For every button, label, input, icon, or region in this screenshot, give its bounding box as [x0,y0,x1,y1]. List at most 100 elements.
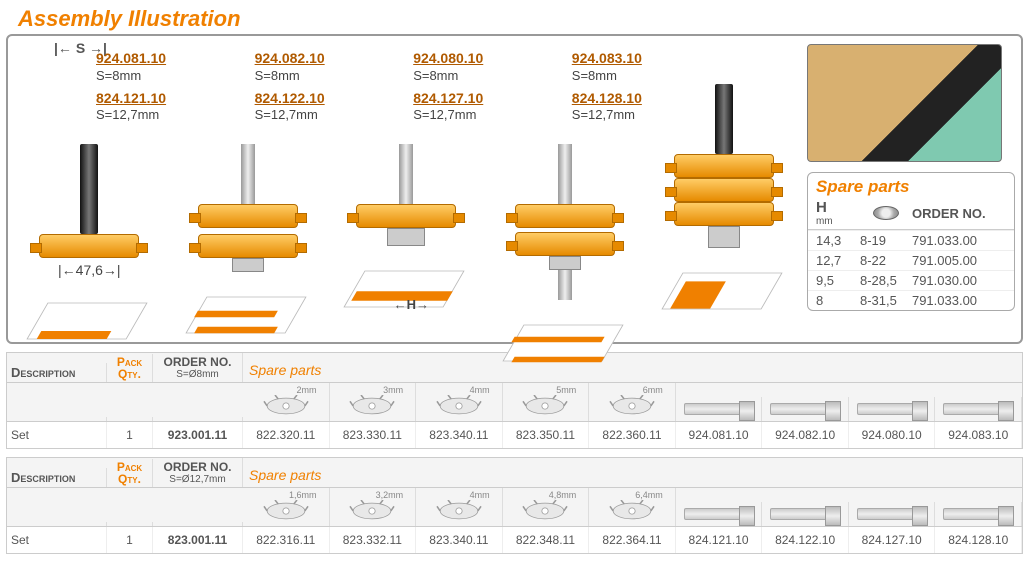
cut-profile [188,286,308,350]
table-header: DescriptionPackQty.ORDER NO.S=Ø12,7mmSpa… [6,457,1023,488]
shank-icon-cell [676,397,763,421]
shank-graphic [715,84,733,154]
cutter-graphic [674,202,774,226]
shank-graphic [558,144,572,204]
cell-part-code: 823.350.11 [503,422,590,448]
part-link[interactable]: 824.122.10 [255,90,325,106]
shank-icon-cell [849,502,936,526]
table-icon-row: 1,6mm3,2mm4mm4,8mm6,4mm [6,488,1023,527]
cell-order-no: 923.001.11 [153,422,243,448]
shank-graphic [241,144,255,204]
cutter-icon-cell: 4mm [416,383,503,421]
cutter-icon [262,500,310,522]
cell-part-code: 824.128.10 [935,527,1022,553]
shank-icon [684,403,754,415]
shank-icon-cell [935,397,1022,421]
cutter-graphic [674,154,774,178]
cutter-icon [348,500,396,522]
cell-description: Set [7,527,107,553]
nut-graphic [549,256,581,270]
cell-part-code: 822.348.11 [503,527,590,553]
cell-part-code: 822.364.11 [589,527,676,553]
product-tables: DescriptionPackQty.ORDER NO.S=Ø8mmSpare … [6,352,1023,554]
part-link[interactable]: 924.081.10 [96,50,166,66]
cutter-graphic [515,232,615,256]
cutter-icon [608,500,656,522]
cell-part-code: 823.332.11 [330,527,417,553]
table-row: Set1923.001.11822.320.11823.330.11823.34… [6,422,1023,449]
cut-profile [664,262,784,326]
cutter-icon-cell: 4mm [416,488,503,526]
cell-part-code: 824.127.10 [849,527,936,553]
shank-icon [943,508,1013,520]
tool-5 [648,44,799,326]
spare-parts-header: Spare parts [243,360,1022,380]
col-description: Description [7,363,107,382]
cell-order-no: 823.001.11 [153,527,243,553]
shank-icon-cell [935,502,1022,526]
cell-part-code: 824.121.10 [676,527,763,553]
cell-part-code: 822.316.11 [243,527,330,553]
spare-row: 12,78-22791.005.00 [808,250,1014,270]
shank-spec: S=12,7mm [255,107,325,123]
spare-parts-header: Spare parts [243,465,1022,485]
bearing-icon [873,206,899,220]
part-link[interactable]: 824.128.10 [572,90,642,106]
tool-2: 924.082.10 S=8mm 824.122.10 S=12,7mm [173,44,324,350]
table-icon-row: 2mm3mm4mm5mm6mm [6,383,1023,422]
cutter-icon-cell: 6,4mm [589,488,676,526]
tool-3-labels: 924.080.10 S=8mm 824.127.10 S=12,7mm [413,50,483,130]
cutter-graphic [39,234,139,258]
shank-icon-cell [762,502,849,526]
cell-part-code: 823.330.11 [330,422,417,448]
right-column: Spare parts Hmm ORDER NO. 14,38-19791.03… [807,44,1015,311]
h-dimension-label: ←H→ [394,297,429,312]
cutter-graphic [198,204,298,228]
cell-part-code: 924.081.10 [676,422,763,448]
cutter-icon [435,395,483,417]
part-link[interactable]: 924.083.10 [572,50,642,66]
part-link[interactable]: 924.082.10 [255,50,325,66]
part-link[interactable]: 824.127.10 [413,90,483,106]
cutter-icon [521,500,569,522]
cutter-icon-cell: 4,8mm [503,488,590,526]
cutter-icon-cell: 3,2mm [330,488,417,526]
spare-row: 14,38-19791.033.00 [808,230,1014,250]
cut-profile: ←H→ [346,260,466,324]
shank-icon [943,403,1013,415]
cutter-graphic [674,178,774,202]
cutter-icon-cell: 3mm [330,383,417,421]
tool-2-labels: 924.082.10 S=8mm 824.122.10 S=12,7mm [255,50,325,130]
col-description: Description [7,468,107,487]
part-link[interactable]: 824.121.10 [96,90,166,106]
cutter-icon [435,500,483,522]
shank-spec: S=12,7mm [413,107,483,123]
shank-graphic [399,144,413,204]
section-title: Assembly Illustration [0,0,1029,34]
table-row: Set1823.001.11822.316.11823.332.11823.34… [6,527,1023,554]
part-link[interactable]: 924.080.10 [413,50,483,66]
shank-icon-cell [676,502,763,526]
nut-graphic [387,228,425,246]
tool-1: |← S →| 924.081.10 S=8mm 824.121.10 S=12… [14,44,165,356]
shank-spec: S=8mm [572,68,642,84]
cell-part-code: 924.082.10 [762,422,849,448]
application-image [807,44,1002,162]
tool-3: 924.080.10 S=8mm 824.127.10 S=12,7mm ←H→ [331,44,482,324]
nut-graphic [708,226,740,248]
cutter-icon [262,395,310,417]
cutter-icon-cell: 5mm [503,383,590,421]
col-pack-qty: PackQty. [107,459,153,487]
cell-qty: 1 [107,422,153,448]
shank-icon [684,508,754,520]
spare-row: 9,58-28,5791.030.00 [808,270,1014,290]
illustration-panel: |← S →| 924.081.10 S=8mm 824.121.10 S=12… [6,34,1023,344]
cutter-graphic [198,234,298,258]
shank-spec: S=8mm [96,68,166,84]
col-pack-qty: PackQty. [107,354,153,382]
cutter-icon-cell: 6mm [589,383,676,421]
shank-spec: S=8mm [413,68,483,84]
spare-title: Spare parts [808,173,1014,197]
arbor-graphic [558,270,572,300]
shank-icon [770,508,840,520]
